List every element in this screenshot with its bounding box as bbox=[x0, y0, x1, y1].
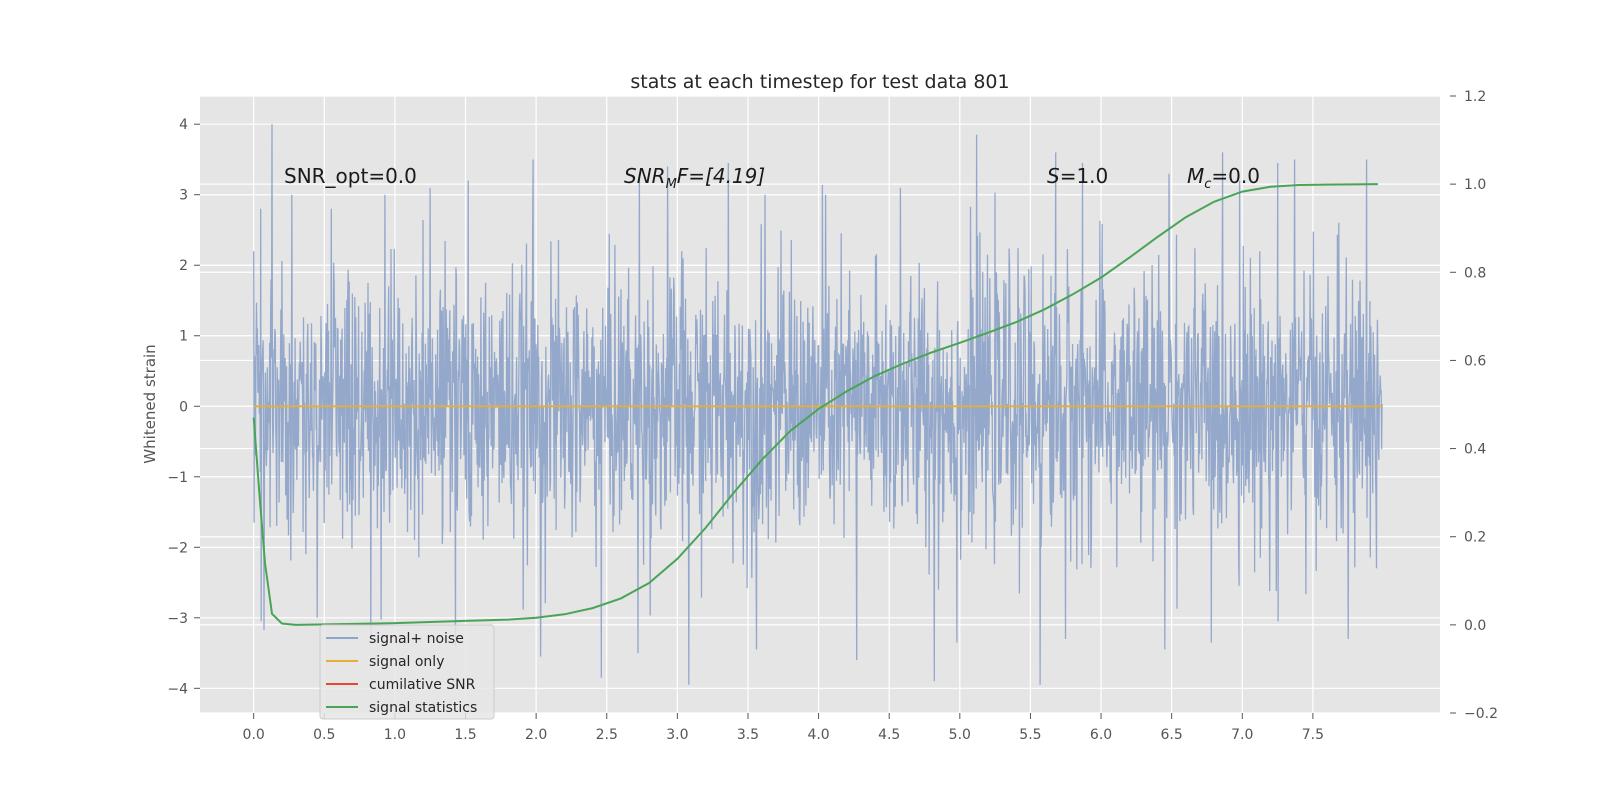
legend-label-signal-statistics: signal statistics bbox=[369, 700, 477, 716]
y-tick-label: −2 bbox=[167, 540, 188, 556]
y-tick-label: −4 bbox=[167, 681, 188, 697]
annotation-mc-sub: c bbox=[1204, 177, 1211, 192]
legend-label-cumulative-snr: cumilative SNR bbox=[369, 677, 476, 693]
annotation-s: S=1.0 bbox=[1047, 164, 1108, 188]
annotation-snr-opt: SNR_opt=0.0 bbox=[284, 164, 417, 188]
x-tick-label: 4.5 bbox=[878, 727, 900, 743]
x-tick-label: 2.5 bbox=[596, 727, 618, 743]
x-axis: 0.0 0.5 1.0 1.5 2.0 2.5 3.0 3.5 4.0 4.5 5.0 5.5 6.0 6… bbox=[243, 713, 1324, 743]
annotation-snr-mf: SNRMF=[4.19] bbox=[624, 164, 765, 192]
annotation-mc-main: M bbox=[1187, 164, 1204, 188]
right-y-axis: −0.2 0.0 0.2 0.4 0.6 0.8 1.0 1.2 bbox=[1450, 89, 1498, 722]
chart-title: stats at each timestep for test data 801 bbox=[630, 71, 1009, 93]
signal-noise-series bbox=[253, 124, 1383, 685]
y-axis-label: Whitened strain bbox=[141, 344, 159, 463]
x-tick-label: 5.0 bbox=[949, 727, 971, 743]
y-tick-label: 0 bbox=[179, 399, 188, 415]
annotation-s-main: S bbox=[1047, 164, 1060, 188]
right-y-tick-label: 0.8 bbox=[1464, 265, 1486, 281]
x-tick-label: 7.5 bbox=[1302, 727, 1324, 743]
x-tick-label: 5.5 bbox=[1019, 727, 1041, 743]
x-tick-label: 2.0 bbox=[525, 727, 547, 743]
y-tick-label: 4 bbox=[179, 117, 188, 133]
legend-label-signal-noise: signal+ noise bbox=[369, 631, 464, 647]
y-tick-label: −1 bbox=[167, 470, 188, 486]
signal-noise-line bbox=[253, 124, 1383, 685]
x-tick-label: 0.5 bbox=[313, 727, 335, 743]
annotation-snr-mf-sub: M bbox=[666, 177, 677, 192]
x-tick-label: 3.5 bbox=[737, 727, 759, 743]
legend-box bbox=[319, 624, 495, 720]
x-tick-label: 7.0 bbox=[1231, 727, 1253, 743]
signal-statistics-series bbox=[252, 183, 1378, 626]
y-axis: −4 −3 −2 −1 0 1 2 3 4 bbox=[167, 117, 200, 697]
x-tick-label: 1.0 bbox=[384, 727, 406, 743]
legend-label-signal-only: signal only bbox=[369, 654, 444, 670]
annotation-s-rest: =1.0 bbox=[1060, 164, 1109, 188]
annotation-mc-rest: =0.0 bbox=[1211, 164, 1260, 188]
right-y-tick-label: 0.2 bbox=[1464, 530, 1486, 546]
x-tick-label: 6.5 bbox=[1161, 727, 1183, 743]
y-tick-label: 3 bbox=[179, 188, 188, 204]
x-tick-label: 3.0 bbox=[666, 727, 688, 743]
annotation-snr-mf-rest: F=[4.19] bbox=[677, 164, 765, 188]
signal-statistics-line bbox=[252, 183, 1378, 626]
x-tick-label: 0.0 bbox=[243, 727, 265, 743]
legend: signal+ noise signal only cumilative SNR… bbox=[319, 624, 495, 720]
right-y-tick-label: 0.4 bbox=[1464, 442, 1486, 458]
right-y-tick-label: 0.0 bbox=[1464, 618, 1486, 634]
annotation-mc: Mc=0.0 bbox=[1187, 164, 1260, 192]
right-y-tick-label: 1.0 bbox=[1464, 177, 1486, 193]
right-y-tick-label: 1.2 bbox=[1464, 89, 1486, 105]
y-tick-label: 2 bbox=[179, 258, 188, 274]
y-tick-label: 1 bbox=[179, 329, 188, 345]
right-y-tick-label: −0.2 bbox=[1464, 706, 1498, 722]
x-tick-label: 1.5 bbox=[454, 727, 476, 743]
right-y-tick-label: 0.6 bbox=[1464, 353, 1486, 369]
x-tick-label: 6.0 bbox=[1090, 727, 1112, 743]
x-tick-label: 4.0 bbox=[807, 727, 829, 743]
y-tick-label: −3 bbox=[167, 611, 188, 627]
annotation-snr-mf-main: SNR bbox=[624, 164, 666, 188]
